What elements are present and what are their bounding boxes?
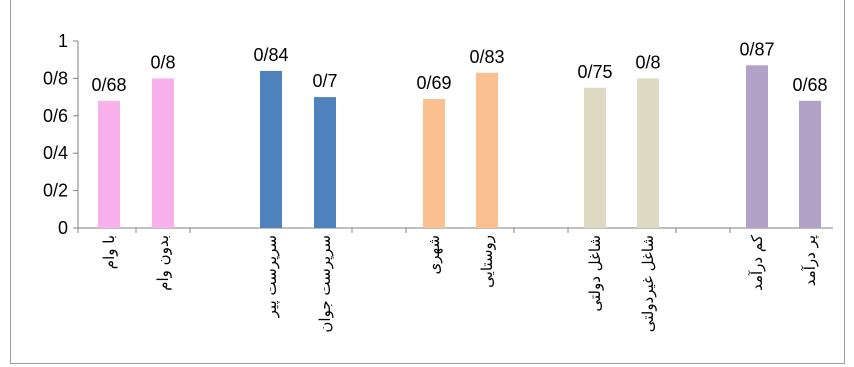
- category-label: روستایی: [478, 235, 496, 288]
- y-axis: 0 0/2 0/4 0/6 0/8 1: [43, 31, 79, 238]
- y-tick-label: 0/4: [43, 143, 68, 163]
- category-label: پر درآمد: [801, 235, 820, 286]
- bar: [423, 98, 445, 228]
- category-label: سرپرست جوان: [316, 235, 335, 333]
- category-label: با وام: [100, 235, 118, 269]
- y-tick-label: 1: [58, 31, 68, 51]
- bar: [799, 100, 821, 228]
- category-label: شهری: [425, 235, 443, 275]
- category-label: کم درآمد: [748, 234, 766, 291]
- data-label: 0/8: [150, 52, 175, 72]
- data-label: 0/87: [739, 39, 774, 59]
- bar: [98, 100, 120, 228]
- y-tick-label: 0/6: [43, 106, 68, 126]
- category-label: بدون وام: [154, 235, 172, 291]
- bars: [98, 65, 821, 229]
- y-tick-label: 0: [58, 218, 68, 238]
- category-labels: با وام بدون وام سرپرست پیر سرپرست جوان شهری ر…: [100, 234, 820, 332]
- x-axis: [77, 227, 833, 233]
- data-label: 0/8: [635, 52, 660, 72]
- data-label: 0/69: [416, 73, 451, 93]
- bar: [746, 65, 768, 228]
- data-label: 0/68: [792, 75, 827, 95]
- bar: [152, 78, 174, 229]
- chart-frame: [10, 0, 845, 364]
- data-label: 0/83: [469, 47, 504, 67]
- value-labels: 0/68 0/8 0/84 0/7 0/69 0/83 0/75 0/8 0/87 0/68: [91, 39, 827, 95]
- bar: [637, 78, 659, 229]
- data-label: 0/75: [577, 62, 612, 82]
- category-label: شاغل غیردولتی: [639, 235, 657, 332]
- bar: [476, 72, 498, 228]
- category-label: سرپرست پیر: [262, 235, 281, 318]
- data-label: 0/68: [91, 75, 126, 95]
- data-label: 0/7: [312, 71, 337, 91]
- bar: [314, 97, 336, 228]
- bar: [260, 70, 282, 228]
- bar: [584, 87, 606, 228]
- y-tick-label: 0/8: [43, 68, 68, 88]
- data-label: 0/84: [253, 45, 288, 65]
- y-tick-label: 0/2: [43, 181, 68, 201]
- category-label: شاغل دولتی: [586, 235, 604, 312]
